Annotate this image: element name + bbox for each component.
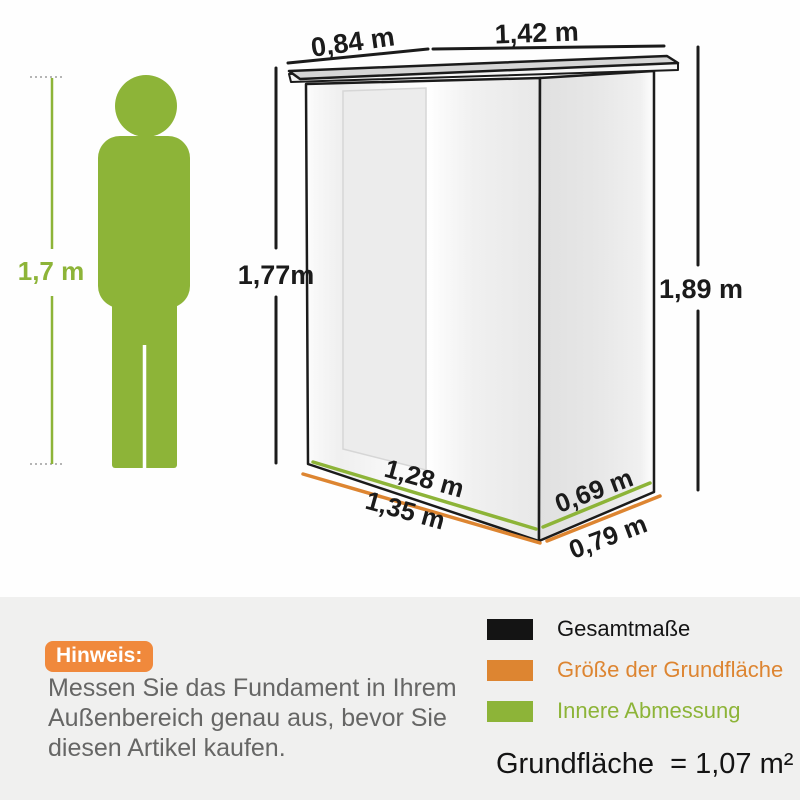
footprint-front-line bbox=[301, 472, 542, 545]
legend-label-footprint: Größe der Grundfläche bbox=[557, 657, 784, 682]
inner-side-line bbox=[541, 481, 652, 529]
inner-color-swatch bbox=[487, 700, 533, 722]
shed-door-panel bbox=[342, 87, 427, 471]
roof-width-line bbox=[431, 44, 666, 51]
note-text: Messen Sie das Fundament in Ihrem Außenb… bbox=[48, 673, 457, 763]
person-head bbox=[115, 75, 177, 137]
human-figure: 1,7 m bbox=[18, 75, 190, 468]
roof-depth-line bbox=[286, 47, 430, 65]
legend-label-overall: Gesamtmaße bbox=[557, 616, 691, 641]
person-body bbox=[98, 136, 190, 308]
footprint-color-swatch bbox=[487, 659, 533, 681]
footprint-area-text: Grundfläche = 1,07 m² bbox=[496, 748, 794, 780]
inner-front-line bbox=[311, 460, 538, 531]
legend-row-inner: Innere Abmessung bbox=[487, 698, 783, 723]
person-height-label: 1,7 m bbox=[18, 256, 85, 286]
footprint-dimension-lines bbox=[301, 472, 662, 545]
info-panel: Hinweis: Messen Sie das Fundament in Ihr… bbox=[0, 597, 800, 800]
overall-dimension-lines bbox=[274, 44, 700, 492]
note-badge: Hinweis: bbox=[45, 641, 154, 672]
total-height-label: 1,89 m bbox=[659, 274, 743, 304]
note-line: Messen Sie das Fundament in Ihrem bbox=[48, 674, 457, 702]
legend-row-footprint: Größe der Grundfläche bbox=[487, 657, 784, 682]
legend-row-overall: Gesamtmaße bbox=[487, 616, 783, 641]
legend-label-inner: Innere Abmessung bbox=[557, 698, 741, 723]
shed-side-wall bbox=[537, 69, 656, 543]
roof-width-label: 1,42 m bbox=[494, 17, 579, 50]
shed bbox=[287, 54, 680, 543]
shed-dimension-drawing: 1,7 m bbox=[18, 17, 743, 565]
roof-depth-label: 0,84 m bbox=[309, 21, 396, 62]
front-height-label: 1,77m bbox=[238, 260, 315, 290]
note-line: diesen Artikel kaufen. bbox=[48, 734, 286, 762]
shed-roof-top bbox=[287, 54, 680, 81]
overall-color-swatch bbox=[487, 618, 533, 640]
note-line: Außenbereich genau aus, bevor Sie bbox=[48, 704, 447, 732]
footprint-side-line bbox=[545, 494, 662, 543]
legend: Gesamtmaße Größe der Grundfläche Innere … bbox=[487, 616, 784, 741]
inner-dimension-lines bbox=[311, 460, 652, 531]
diagram-area: 1,7 m bbox=[17, 16, 744, 565]
